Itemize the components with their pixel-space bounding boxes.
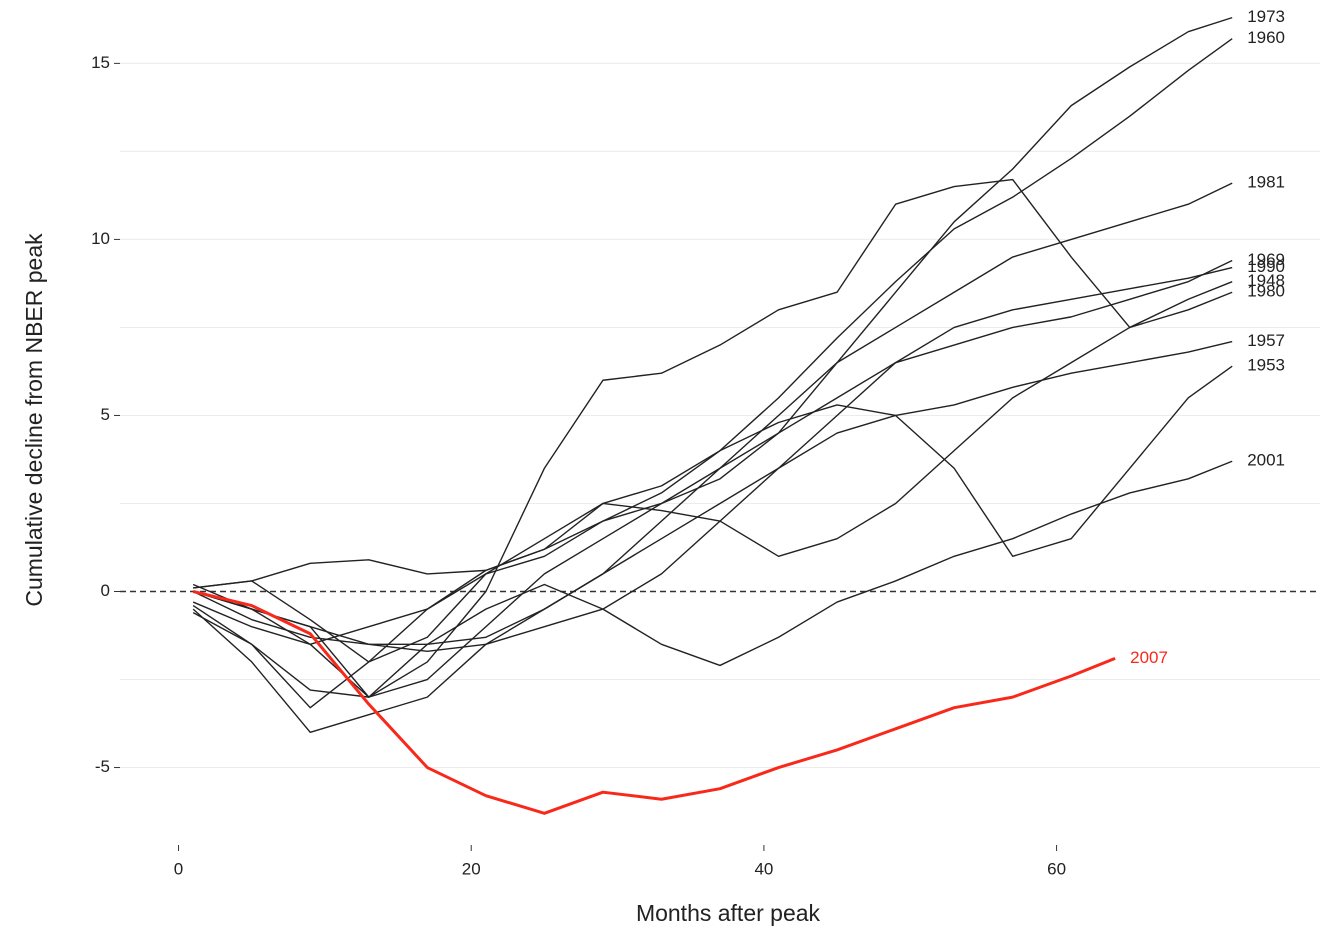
series-line (192, 340, 1233, 734)
series-line (193, 16, 1233, 663)
series-label: 1957 (1247, 331, 1285, 350)
x-tick-label: 20 (462, 859, 481, 878)
y-tick-label: 0 (101, 581, 110, 600)
series-label: 1948 (1247, 271, 1285, 290)
series-label: 2007 (1130, 648, 1168, 667)
series-line (192, 266, 1233, 653)
y-tick-label: 5 (101, 405, 110, 424)
series-line (192, 178, 1233, 698)
series-label: 2001 (1247, 451, 1285, 470)
series-label: 1969 (1247, 250, 1285, 269)
y-axis-title: Cumulative decline from NBER peak (21, 233, 47, 607)
series-label: 1990 (1247, 257, 1285, 276)
x-tick-label: 40 (754, 859, 773, 878)
y-tick-label: 15 (91, 53, 110, 72)
series-label: 1960 (1247, 28, 1285, 47)
series-line (192, 460, 1233, 698)
series-line (192, 182, 1233, 646)
series-label: 1953 (1247, 356, 1285, 375)
series-label: 1980 (1247, 282, 1285, 301)
x-axis-title: Months after peak (636, 900, 821, 926)
series-line (192, 38, 1233, 646)
series-line (192, 259, 1233, 698)
series-label: 1973 (1247, 7, 1285, 26)
series-line (193, 281, 1233, 589)
y-tick-label: -5 (95, 757, 110, 776)
y-tick-label: 10 (91, 229, 110, 248)
series-line (192, 590, 1116, 815)
x-tick-label: 60 (1047, 859, 1066, 878)
series-line (192, 365, 1233, 709)
x-tick-label: 0 (174, 859, 183, 878)
series-label: 1981 (1247, 173, 1285, 192)
